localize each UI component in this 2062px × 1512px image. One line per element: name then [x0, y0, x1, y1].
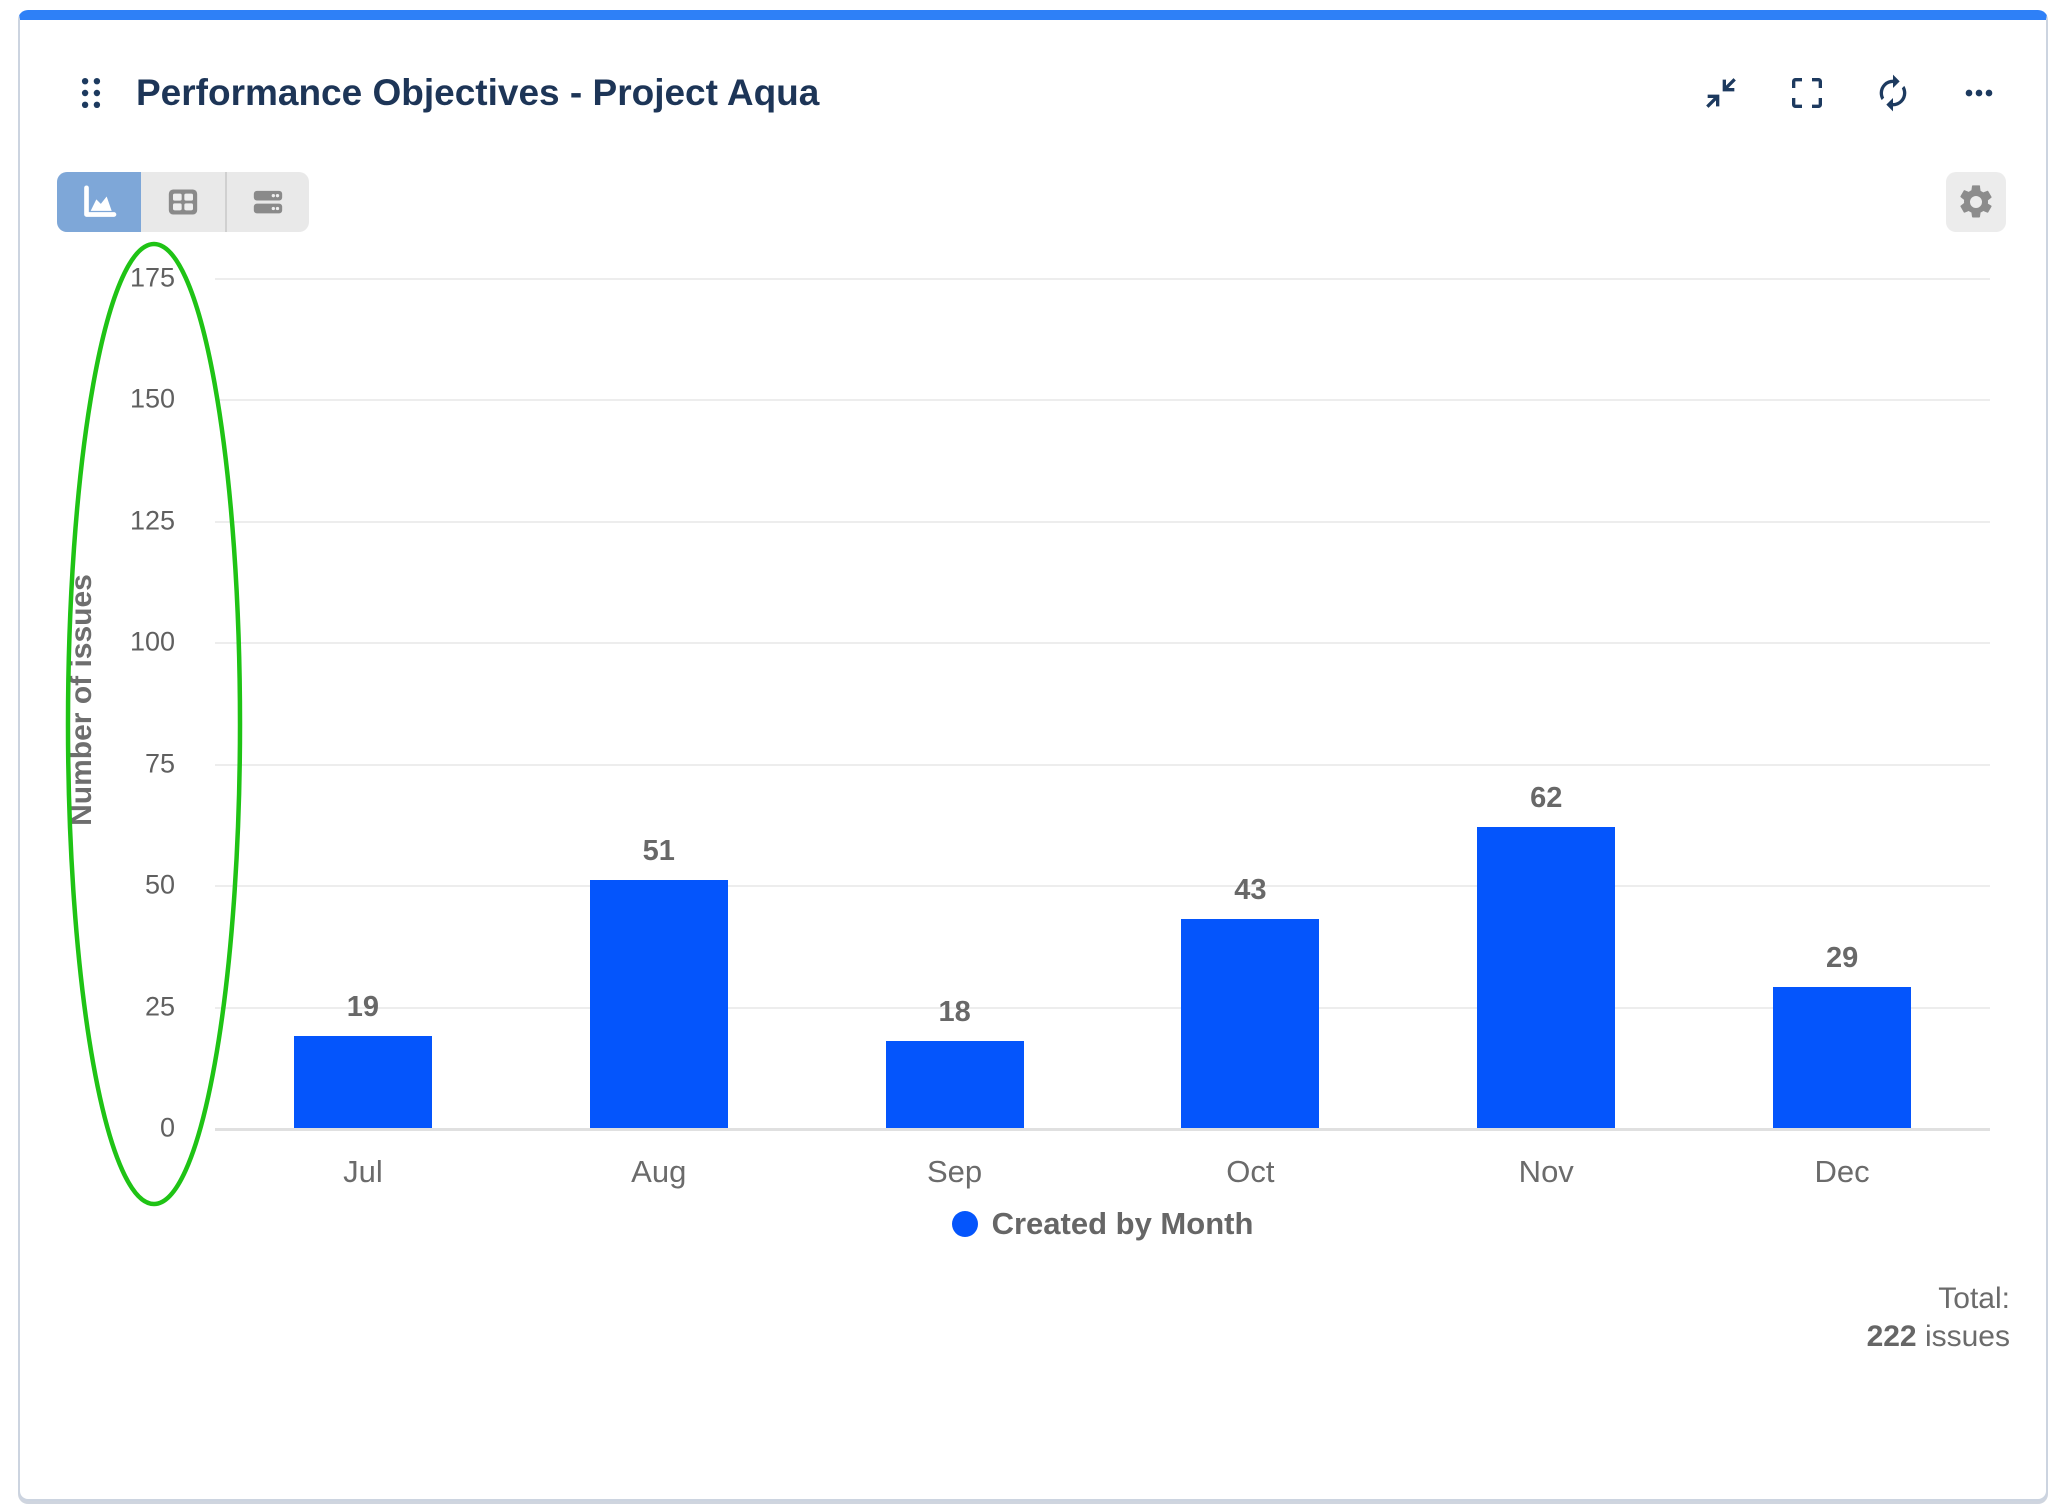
total-summary: Total: 222 issues: [1867, 1280, 2010, 1355]
collapse-button[interactable]: [1700, 72, 1742, 114]
header-actions: [1700, 72, 2000, 114]
gadget-card: Performance Objectives - Project Aqua: [18, 10, 2048, 1501]
fullscreen-icon: [1792, 78, 1822, 108]
gridline: [215, 885, 1990, 888]
bar[interactable]: [293, 1035, 432, 1128]
x-tick-label: Jul: [343, 1154, 383, 1189]
refresh-icon: [1879, 74, 1907, 112]
gridline: [215, 763, 1990, 766]
total-label: Total:: [1938, 1282, 2010, 1315]
bar[interactable]: [1477, 826, 1616, 1128]
view-toggle-table[interactable]: [141, 172, 225, 232]
legend-label: Created by Month: [991, 1206, 1254, 1241]
fullscreen-button[interactable]: [1786, 72, 1828, 114]
x-tick-label: Sep: [926, 1154, 983, 1189]
bar-value-label: 51: [642, 835, 675, 868]
gadget-header: Performance Objectives - Project Aqua: [78, 66, 2000, 120]
refresh-button[interactable]: [1872, 72, 1914, 114]
x-tick-label: Dec: [1814, 1154, 1870, 1189]
ellipsis-icon: [1965, 89, 1993, 97]
drag-handle-icon[interactable]: [78, 73, 108, 113]
plot-area: Number of issues 0 25 50 75 100 125 150 175 19 Ju…: [65, 263, 1990, 1189]
bar-value-label: 43: [1234, 874, 1267, 907]
bar[interactable]: [1773, 987, 1912, 1128]
x-tick-label: Oct: [1226, 1154, 1275, 1189]
y-tick-label: 100: [129, 626, 175, 657]
y-tick-label: 0: [159, 1112, 175, 1143]
y-axis-title: Number of issues: [65, 574, 98, 826]
y-tick-label: 175: [129, 262, 175, 293]
y-tick-label: 25: [144, 991, 175, 1022]
bar-value-label: 62: [1530, 781, 1563, 814]
area-chart-icon: [84, 185, 117, 217]
x-tick-label: Aug: [631, 1154, 687, 1189]
y-tick-label: 50: [144, 869, 175, 900]
gridline: [215, 642, 1990, 645]
total-value-line: 222 issues: [1866, 1319, 2010, 1353]
settings-button[interactable]: [1946, 172, 2006, 232]
bar[interactable]: [589, 880, 728, 1128]
bar-value-label: 18: [938, 995, 971, 1028]
y-tick-label: 75: [144, 748, 175, 779]
legend-item[interactable]: Created by Month: [215, 1206, 1990, 1242]
more-options-button[interactable]: [1958, 72, 2000, 114]
table-icon: [168, 189, 198, 215]
x-tick-label: Nov: [1518, 1154, 1574, 1189]
collapse-icon: [1706, 78, 1736, 108]
page-title: Performance Objectives - Project Aqua: [136, 72, 820, 113]
y-tick-label: 150: [129, 383, 175, 414]
legend-dot-icon: [951, 1211, 978, 1237]
y-tick-label: 125: [129, 505, 175, 536]
gridline: [215, 1006, 1990, 1009]
view-toggle-chart[interactable]: [57, 172, 141, 232]
bar-value-label: 19: [346, 990, 380, 1023]
bar-value-label: 29: [1825, 942, 1859, 975]
view-toggle-group: [57, 172, 309, 232]
bar[interactable]: [885, 1040, 1024, 1128]
gridline: [215, 520, 1990, 523]
view-toggle-list[interactable]: [225, 172, 309, 232]
gear-icon: [1960, 185, 1992, 218]
bar[interactable]: [1181, 919, 1320, 1128]
list-icon: [253, 190, 283, 214]
gridline: [215, 399, 1990, 402]
gridline: [215, 1128, 1990, 1131]
gridline: [215, 278, 1990, 280]
